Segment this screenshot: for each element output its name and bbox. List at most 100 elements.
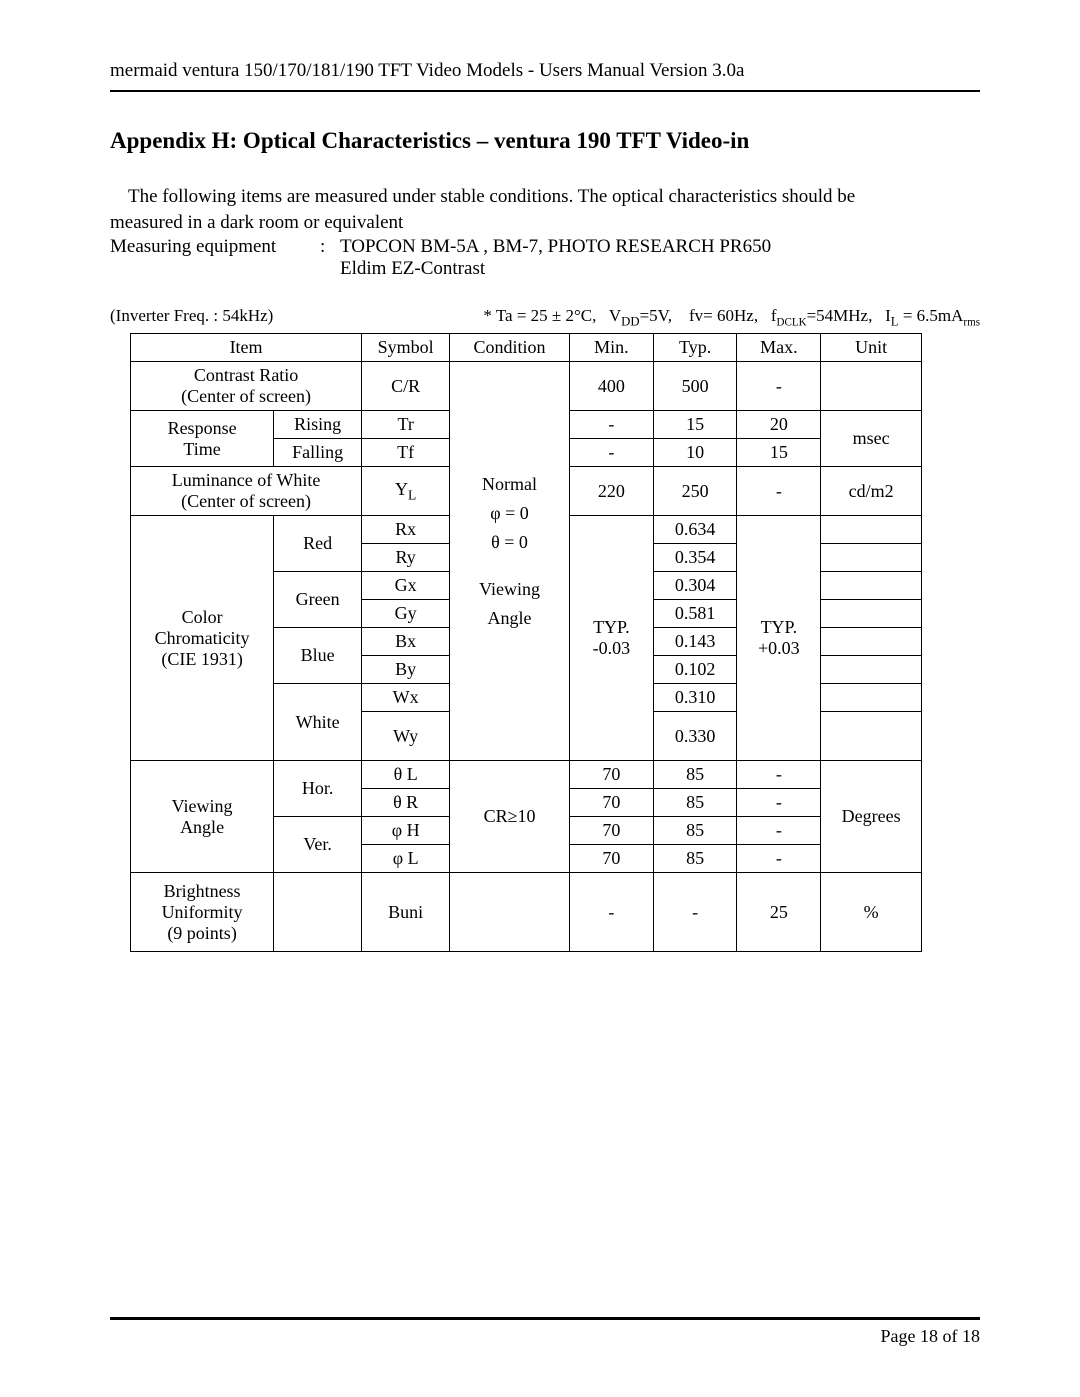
cell-brightness-sub: [274, 873, 362, 952]
cell-wx-unit: [821, 684, 922, 712]
cell-response-unit: msec: [821, 411, 922, 467]
cell-white: White: [274, 684, 362, 761]
cell-phl: φ L: [362, 845, 450, 873]
cell-f-max: 15: [737, 439, 821, 467]
doc-header: mermaid ventura 150/170/181/190 TFT Vide…: [110, 60, 980, 82]
appendix-title: Appendix H: Optical Characteristics – ve…: [110, 128, 980, 154]
cell-luminance-item: Luminance of White (Center of screen): [131, 467, 362, 516]
cell-color-max: TYP. +0.03: [737, 516, 821, 761]
cell-ver: Ver.: [274, 817, 362, 873]
cell-contrast-item: Contrast Ratio (Center of screen): [131, 362, 362, 411]
cell-view-unit: Degrees: [821, 761, 922, 873]
cell-rx-typ: 0.634: [653, 516, 737, 544]
conditions-right: * Ta = 25 ± 2°C, VDD=5V, fv= 60Hz, fDCLK…: [483, 306, 980, 329]
cell-response-label: Response Time: [131, 411, 274, 467]
cell-gy-unit: [821, 600, 922, 628]
cell-contrast-sym: C/R: [362, 362, 450, 411]
intro-paragraph-1b: measured in a dark room or equivalent: [110, 212, 980, 234]
equip-row-2: Eldim EZ-Contrast: [110, 258, 980, 280]
cell-green: Green: [274, 572, 362, 628]
cell-phl-max: -: [737, 845, 821, 873]
cell-wy-typ: 0.330: [653, 712, 737, 761]
cell-thr-typ: 85: [653, 789, 737, 817]
cell-condition-block: Normal φ = 0 θ = 0 Viewing Angle: [450, 362, 570, 761]
cell-tf: Tf: [362, 439, 450, 467]
cell-by-typ: 0.102: [653, 656, 737, 684]
page-number: Page 18 of 18: [110, 1326, 980, 1347]
cell-contrast-typ: 500: [653, 362, 737, 411]
cell-luminance-sym: YL: [362, 467, 450, 516]
cell-color-min: TYP. -0.03: [569, 516, 653, 761]
cell-wy-sym: Wy: [362, 712, 450, 761]
cell-brightness-sym: Buni: [362, 873, 450, 952]
cell-f-min: -: [569, 439, 653, 467]
cell-blue: Blue: [274, 628, 362, 684]
th-condition: Condition: [450, 334, 570, 362]
cell-gy-typ: 0.581: [653, 600, 737, 628]
th-typ: Typ.: [653, 334, 737, 362]
cell-gx-sym: Gx: [362, 572, 450, 600]
cell-color-group: Color Chromaticity (CIE 1931): [131, 516, 274, 761]
cell-brightness-unit: %: [821, 873, 922, 952]
cell-red: Red: [274, 516, 362, 572]
cell-phl-min: 70: [569, 845, 653, 873]
cell-r-typ: 15: [653, 411, 737, 439]
cell-gx-typ: 0.304: [653, 572, 737, 600]
cell-r-min: -: [569, 411, 653, 439]
cell-gy-sym: Gy: [362, 600, 450, 628]
cell-wx-sym: Wx: [362, 684, 450, 712]
cell-view-cond: CR≥10: [450, 761, 570, 873]
cell-rx-unit: [821, 516, 922, 544]
cell-brightness-min: -: [569, 873, 653, 952]
intro-paragraph-1a: The following items are measured under s…: [110, 186, 980, 208]
cell-rising: Rising: [274, 411, 362, 439]
cell-bx-sym: Bx: [362, 628, 450, 656]
cell-r-max: 20: [737, 411, 821, 439]
row-view-thl: Viewing Angle Hor. θ L CR≥10 70 85 - Deg…: [131, 761, 922, 789]
cell-bx-typ: 0.143: [653, 628, 737, 656]
cell-contrast-unit: [821, 362, 922, 411]
cell-thl-max: -: [737, 761, 821, 789]
inverter-freq: (Inverter Freq. : 54kHz): [110, 306, 273, 329]
page-footer: Page 18 of 18: [110, 1317, 980, 1347]
cell-brightness-cond: [450, 873, 570, 952]
header-rule: [110, 90, 980, 92]
footer-rule: [110, 1317, 980, 1320]
cell-phh-max: -: [737, 817, 821, 845]
cell-thr: θ R: [362, 789, 450, 817]
cell-brightness-label: Brightness Uniformity (9 points): [131, 873, 274, 952]
cell-contrast-max: -: [737, 362, 821, 411]
equip-label: Measuring equipment: [110, 236, 320, 258]
conditions-line: (Inverter Freq. : 54kHz) * Ta = 25 ± 2°C…: [110, 306, 980, 329]
cell-gx-unit: [821, 572, 922, 600]
cell-wy-unit: [821, 712, 922, 761]
cell-thl: θ L: [362, 761, 450, 789]
th-symbol: Symbol: [362, 334, 450, 362]
page: mermaid ventura 150/170/181/190 TFT Vide…: [0, 0, 1080, 1397]
row-contrast: Contrast Ratio (Center of screen) C/R No…: [131, 362, 922, 411]
th-min: Min.: [569, 334, 653, 362]
equip-line-2: Eldim EZ-Contrast: [340, 258, 485, 280]
cell-ry-sym: Ry: [362, 544, 450, 572]
cell-luminance-min: 220: [569, 467, 653, 516]
cell-by-sym: By: [362, 656, 450, 684]
cell-phh-min: 70: [569, 817, 653, 845]
equip-line-1: TOPCON BM-5A , BM-7, PHOTO RESEARCH PR65…: [340, 236, 771, 258]
cell-ry-typ: 0.354: [653, 544, 737, 572]
row-brightness: Brightness Uniformity (9 points) Buni - …: [131, 873, 922, 952]
cell-contrast-min: 400: [569, 362, 653, 411]
cell-tr: Tr: [362, 411, 450, 439]
cell-phh: φ H: [362, 817, 450, 845]
cell-by-unit: [821, 656, 922, 684]
cell-phh-typ: 85: [653, 817, 737, 845]
cell-bx-unit: [821, 628, 922, 656]
cell-rx-sym: Rx: [362, 516, 450, 544]
th-max: Max.: [737, 334, 821, 362]
table-header-row: Item Symbol Condition Min. Typ. Max. Uni…: [131, 334, 922, 362]
cell-f-typ: 10: [653, 439, 737, 467]
cell-ry-unit: [821, 544, 922, 572]
th-unit: Unit: [821, 334, 922, 362]
cell-luminance-max: -: [737, 467, 821, 516]
equip-colon: :: [320, 236, 340, 258]
cell-brightness-max: 25: [737, 873, 821, 952]
